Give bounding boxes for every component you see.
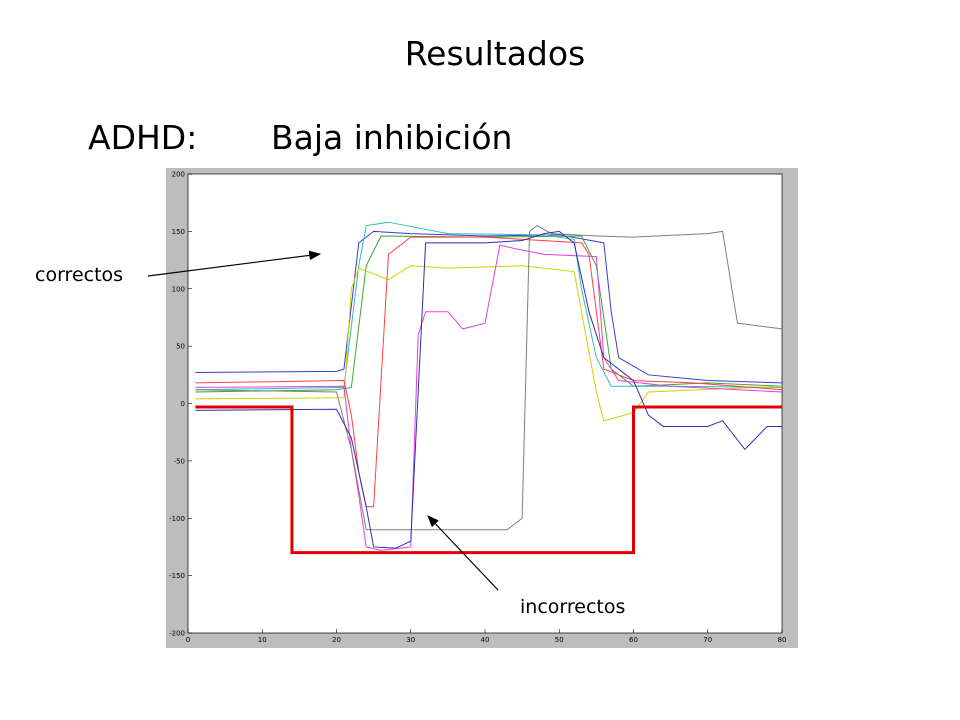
series-line-4	[195, 265, 783, 422]
y-tick-label: 100	[172, 285, 185, 293]
y-tick-label: -50	[174, 457, 185, 465]
chart-panel: 0 10 20 30 40 50 60 70 80 200 150 100 50 0 -50 -100 -150…	[166, 168, 798, 648]
y-tick-label: 200	[172, 171, 185, 179]
x-tick-label: 80	[778, 636, 787, 644]
y-tick-label: 150	[172, 228, 185, 236]
series-line-2	[195, 235, 783, 393]
series-line-7	[195, 225, 783, 531]
y-tick-label: -150	[169, 572, 185, 580]
subtitle-label: ADHD:	[88, 118, 198, 157]
annotation-incorrect: incorrectos	[520, 596, 626, 618]
subtitle-condition: Baja inhibición	[271, 118, 513, 157]
x-tick-label: 0	[186, 636, 190, 644]
annotation-correct: correctos	[35, 264, 124, 286]
x-tick-label: 70	[703, 636, 712, 644]
x-tick-label: 40	[481, 636, 490, 644]
series-line-6	[195, 236, 783, 508]
chart-svg: 0 10 20 30 40 50 60 70 80 200 150 100 50 0 -50 -100 -150…	[169, 171, 786, 645]
x-tick-label: 10	[258, 636, 267, 644]
y-tick-label: 0	[181, 400, 185, 408]
x-tick-label: 50	[555, 636, 564, 644]
y-tick-label: -200	[169, 630, 185, 638]
axis-ticks: 0 10 20 30 40 50 60 70 80 200 150 100 50 0 -50 -100 -150…	[169, 171, 786, 645]
series-line-1	[195, 230, 783, 384]
slide-title: Resultados	[404, 34, 586, 73]
series-layer	[195, 221, 783, 551]
series-line-3	[195, 221, 783, 391]
x-tick-label: 20	[332, 636, 341, 644]
x-tick-label: 60	[629, 636, 638, 644]
y-tick-label: 50	[176, 343, 185, 351]
series-line-8	[195, 230, 782, 549]
x-tick-label: 30	[406, 636, 415, 644]
series-line-5	[195, 244, 783, 551]
y-tick-label: -100	[169, 515, 185, 523]
